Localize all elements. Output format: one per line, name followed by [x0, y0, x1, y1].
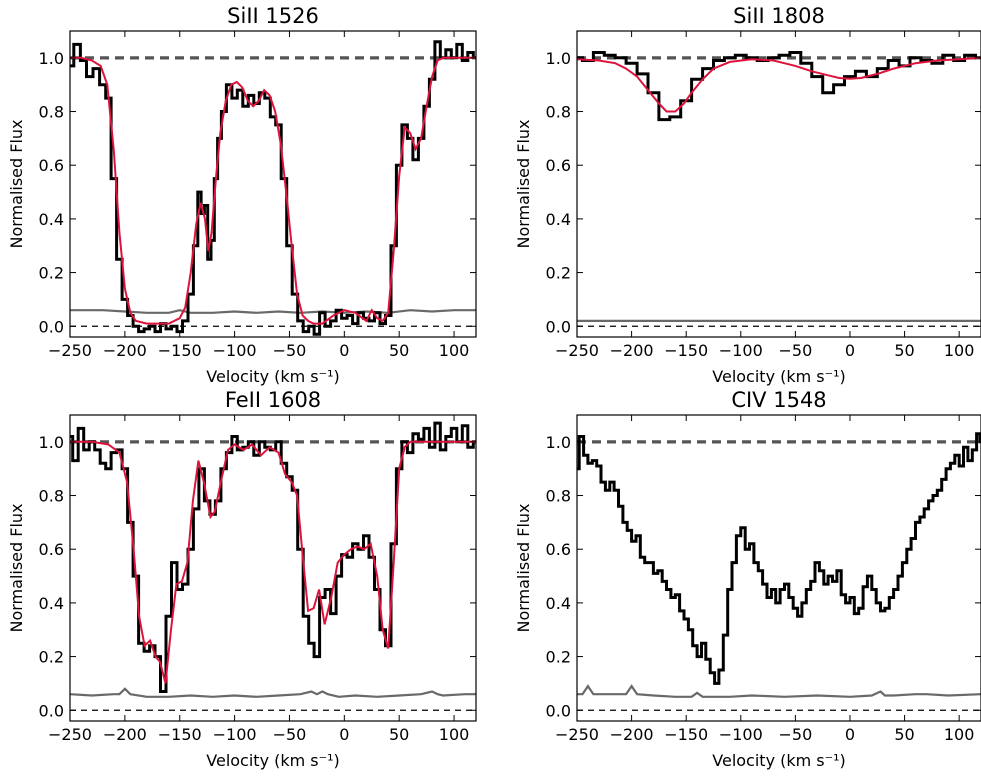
x-tick-label: −250: [555, 725, 599, 744]
axes-frame: [69, 30, 477, 338]
axes-frame: [576, 414, 981, 722]
chart-title: CIV 1548: [731, 388, 826, 412]
x-tick-label: 0: [845, 341, 855, 360]
panel-siii-1526: −250 −200 −150 −100 −50 0 50 100 0.0 0.2 0.4 0.6 0.8…: [7, 4, 477, 386]
y-axis-label: Normalised Flux: [7, 503, 26, 632]
x-axis-label: Velocity (km s⁻¹): [206, 367, 339, 386]
x-tick-label: −100: [719, 341, 763, 360]
x-tick-label: −100: [719, 725, 763, 744]
y-tick-label: 0.8: [546, 487, 571, 506]
y-tick-label: 1.0: [546, 433, 571, 452]
axes-frame: [576, 30, 981, 338]
x-tick-label: −200: [103, 341, 147, 360]
x-tick-label: −250: [48, 725, 92, 744]
y-tick-label: 0.4: [39, 210, 64, 229]
y-tick-label: 0.6: [546, 156, 571, 175]
x-tick-label: −50: [778, 725, 812, 744]
y-tick-label: 0.8: [39, 103, 64, 122]
x-tick-label: 100: [944, 725, 975, 744]
x-axis-label: Velocity (km s⁻¹): [206, 751, 339, 770]
y-axis-label: Normalised Flux: [7, 119, 26, 248]
x-tick-label: 0: [845, 725, 855, 744]
y-tick-label: 1.0: [39, 49, 64, 68]
x-tick-label: 100: [944, 341, 975, 360]
series-data-line: [70, 421, 476, 693]
y-tick-label: 1.0: [546, 49, 571, 68]
x-tick-label: −200: [610, 725, 654, 744]
y-tick-label: 0.2: [546, 648, 571, 667]
y-tick-label: 0.4: [546, 594, 571, 613]
series-data-line: [70, 40, 476, 336]
series-error-line: [70, 687, 476, 698]
y-tick-label: 0.8: [546, 103, 571, 122]
series-model-line: [577, 56, 981, 113]
x-tick-label: 0: [339, 341, 349, 360]
chart-title: SiII 1526: [227, 4, 319, 28]
y-tick-label: 0.8: [39, 487, 64, 506]
series-data-line: [577, 432, 981, 685]
y-tick-label: 0.0: [546, 701, 571, 720]
panel-civ-1548: −250 −200 −150 −100 −50 0 50 100 0.0 0.2 0.4 0.6 0.8…: [514, 388, 981, 770]
chart-title: FeII 1608: [225, 388, 321, 412]
y-tick-label: 0.0: [546, 317, 571, 336]
y-tick-label: 0.6: [39, 540, 64, 559]
x-tick-label: −250: [555, 341, 599, 360]
series-data-line: [577, 51, 981, 122]
y-tick-label: 0.4: [546, 210, 571, 229]
series-model-line: [70, 56, 476, 325]
y-tick-label: 1.0: [39, 433, 64, 452]
y-axis-label: Normalised Flux: [514, 503, 533, 632]
x-tick-label: 50: [389, 725, 409, 744]
y-tick-label: 0.2: [39, 264, 64, 283]
x-tick-label: −50: [273, 725, 307, 744]
chart-title: SiII 1808: [733, 4, 825, 28]
x-axis-label: Velocity (km s⁻¹): [712, 751, 845, 770]
x-tick-label: −50: [778, 341, 812, 360]
x-tick-label: −100: [213, 341, 257, 360]
series-model-line: [70, 440, 476, 684]
y-tick-label: 0.0: [39, 701, 64, 720]
x-axis-label: Velocity (km s⁻¹): [712, 367, 845, 386]
x-tick-label: −50: [273, 341, 307, 360]
y-axis-label: Normalised Flux: [514, 119, 533, 248]
x-tick-label: −150: [664, 725, 708, 744]
y-tick-label: 0.6: [546, 540, 571, 559]
x-tick-label: −200: [103, 725, 147, 744]
series-error-line: [70, 309, 476, 314]
x-tick-label: 0: [339, 725, 349, 744]
x-tick-label: −200: [610, 341, 654, 360]
x-tick-label: −150: [158, 725, 202, 744]
x-tick-label: −150: [664, 341, 708, 360]
x-tick-label: −250: [48, 341, 92, 360]
x-tick-label: 100: [439, 341, 470, 360]
panel-siii-1808: −250 −200 −150 −100 −50 0 50 100 0.0 0.2 0.4 0.6 0.8…: [514, 4, 981, 386]
y-tick-label: 0.6: [39, 156, 64, 175]
y-tick-label: 0.0: [39, 317, 64, 336]
panel-feii-1608: −250 −200 −150 −100 −50 0 50 100 0.0 0.2 0.4 0.6 0.8…: [7, 388, 477, 770]
y-tick-label: 0.2: [39, 648, 64, 667]
y-tick-label: 0.2: [546, 264, 571, 283]
series-error-line: [577, 684, 981, 698]
axes-frame: [69, 414, 477, 722]
x-tick-label: 50: [894, 341, 914, 360]
x-tick-label: 50: [389, 341, 409, 360]
x-tick-label: −100: [213, 725, 257, 744]
x-tick-label: 100: [439, 725, 470, 744]
x-tick-label: −150: [158, 341, 202, 360]
y-tick-label: 0.4: [39, 594, 64, 613]
x-tick-label: 50: [894, 725, 914, 744]
